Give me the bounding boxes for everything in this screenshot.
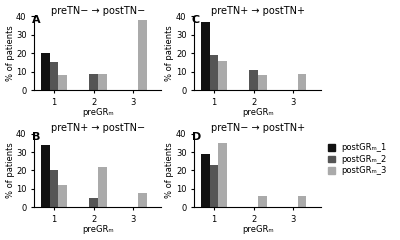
Bar	[50, 62, 58, 90]
X-axis label: preGRₘ: preGRₘ	[242, 108, 274, 117]
Legend: postGRₘ_1, postGRₘ_2, postGRₘ_3: postGRₘ_1, postGRₘ_2, postGRₘ_3	[328, 144, 387, 175]
Y-axis label: % of patients: % of patients	[6, 143, 14, 198]
Bar	[138, 193, 146, 207]
Bar	[201, 154, 210, 207]
Title: preTN+ → postTN+: preTN+ → postTN+	[210, 6, 304, 16]
Bar	[298, 196, 306, 207]
Bar	[41, 53, 50, 90]
Title: preTN+ → postTN−: preTN+ → postTN−	[51, 123, 145, 133]
Bar	[89, 74, 98, 90]
Title: preTN− → postTN+: preTN− → postTN+	[210, 123, 305, 133]
Text: C: C	[192, 15, 200, 25]
Bar	[41, 145, 50, 207]
Bar	[138, 20, 146, 90]
Bar	[258, 75, 267, 90]
Text: A: A	[32, 15, 40, 25]
Bar	[58, 75, 67, 90]
Y-axis label: % of patients: % of patients	[166, 143, 174, 198]
Bar	[58, 185, 67, 207]
Bar	[210, 165, 218, 207]
Bar	[298, 74, 306, 90]
Text: D: D	[192, 132, 201, 142]
Bar	[98, 74, 107, 90]
Bar	[249, 70, 258, 90]
X-axis label: preGRₘ: preGRₘ	[242, 225, 274, 234]
Bar	[50, 170, 58, 207]
Title: preTN− → postTN−: preTN− → postTN−	[51, 6, 145, 16]
Bar	[258, 196, 267, 207]
Y-axis label: % of patients: % of patients	[166, 25, 174, 81]
X-axis label: preGRₘ: preGRₘ	[82, 225, 114, 234]
Bar	[201, 22, 210, 90]
Bar	[218, 61, 227, 90]
Bar	[218, 143, 227, 207]
Text: B: B	[32, 132, 40, 142]
Bar	[89, 198, 98, 207]
Bar	[98, 167, 107, 207]
Y-axis label: % of patients: % of patients	[6, 25, 14, 81]
Bar	[210, 55, 218, 90]
X-axis label: preGRₘ: preGRₘ	[82, 108, 114, 117]
